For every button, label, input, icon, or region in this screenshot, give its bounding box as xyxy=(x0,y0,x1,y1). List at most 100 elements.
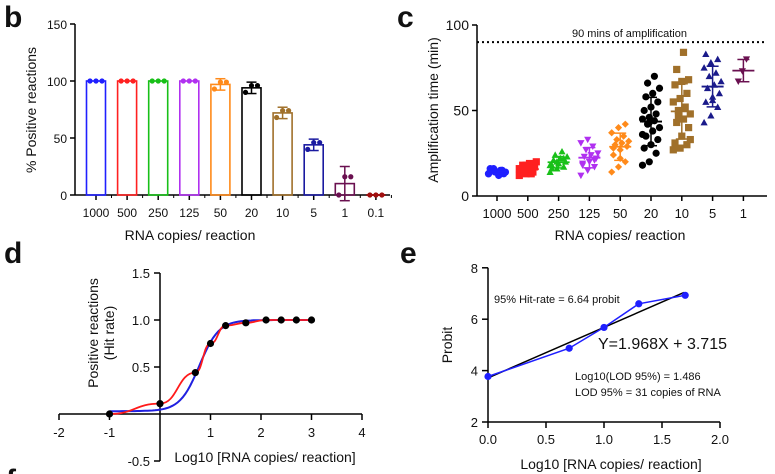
c-data-point xyxy=(613,135,621,144)
d-data-point xyxy=(156,400,164,408)
b-y-tick-label: 50 xyxy=(54,132,68,146)
c-data-point xyxy=(671,139,679,147)
c-data-point xyxy=(738,68,746,75)
c-data-point xyxy=(707,112,715,119)
b-data-point xyxy=(280,108,286,114)
c-x-label: RNA copies/ reaction xyxy=(555,227,686,243)
c-data-point xyxy=(608,168,616,176)
c-x-tick-label: 1000 xyxy=(483,206,512,221)
c-data-point xyxy=(589,143,597,151)
c-data-point xyxy=(520,168,528,176)
b-data-point xyxy=(180,78,186,84)
c-data-point xyxy=(546,168,554,175)
c-data-point xyxy=(582,146,590,154)
b-x-tick-label: 10 xyxy=(276,206,290,220)
b-data-point xyxy=(99,78,105,84)
b-y-tick-label: 100 xyxy=(47,75,67,89)
c-data-point xyxy=(650,72,659,80)
c-data-point xyxy=(683,141,691,149)
c-data-point xyxy=(654,98,662,106)
e-x-tick-label: 0.5 xyxy=(537,432,555,447)
d-data-point xyxy=(262,316,270,324)
c-data-point xyxy=(679,115,688,123)
b-bar xyxy=(241,87,262,196)
c-reference-label: 90 mins of amplification xyxy=(572,28,687,40)
d-y-label-1: Positive reactions xyxy=(85,278,101,388)
d-data-point xyxy=(277,316,285,324)
b-x-tick-label: 1 xyxy=(341,206,348,220)
c-data-point xyxy=(649,127,657,135)
c-y-tick-label: 50 xyxy=(453,103,469,119)
b-data-point xyxy=(93,78,99,84)
c-data-point xyxy=(685,124,693,132)
c-data-point xyxy=(618,139,626,147)
c-data-point xyxy=(652,110,660,118)
c-data-point xyxy=(685,76,693,84)
c-data-point xyxy=(669,98,677,106)
d-x-tick-label: 4 xyxy=(358,425,365,440)
b-x-tick-label: 5 xyxy=(310,206,317,220)
b-bar xyxy=(303,144,325,196)
c-data-point xyxy=(715,89,723,97)
c-data-point xyxy=(560,154,568,162)
b-bar xyxy=(147,80,169,196)
e-y-tick-label: 8 xyxy=(471,261,478,276)
b-data-point xyxy=(286,108,292,114)
b-data-point xyxy=(274,114,280,121)
d-x-tick-label: -1 xyxy=(104,425,116,440)
b-data-point xyxy=(305,146,311,152)
e-lod-annotation: LOD 95% = 31 copies of RNA xyxy=(575,387,721,399)
panel-letter-b: b xyxy=(4,1,22,34)
d-y-tick-label: -0.5 xyxy=(128,454,150,469)
b-bar xyxy=(85,80,107,196)
b-y-label: % Positive reactions xyxy=(23,47,39,173)
d-x-label: Log10 [RNA copies/ reaction] xyxy=(174,449,355,465)
b-bar xyxy=(272,112,293,196)
b-data-point xyxy=(242,89,249,95)
c-data-point xyxy=(673,65,681,74)
panel-letter-c: c xyxy=(397,1,414,34)
c-y-tick-label: 0 xyxy=(461,188,469,204)
c-data-point xyxy=(674,112,682,120)
e-x-label: Log10 [RNA copies/ reaction] xyxy=(520,456,701,472)
d-x-tick-label: 3 xyxy=(308,425,315,440)
c-data-point xyxy=(652,149,660,157)
c-data-point xyxy=(712,69,720,76)
c-data-point xyxy=(714,55,722,63)
b-data-point xyxy=(248,82,255,89)
c-x-tick-label: 250 xyxy=(548,206,570,221)
b-data-point xyxy=(130,78,136,84)
b-y-tick-label: 0 xyxy=(60,189,67,203)
b-data-point xyxy=(348,174,354,180)
b-bar xyxy=(210,83,231,196)
b-data-point xyxy=(124,78,130,84)
d-data-point xyxy=(307,316,316,324)
c-data-point xyxy=(577,140,585,147)
b-data-point xyxy=(149,78,155,84)
c-data-point xyxy=(676,144,684,152)
e-x-tick-label: 1.0 xyxy=(595,432,613,447)
b-data-point xyxy=(367,192,373,198)
e-data-point xyxy=(484,372,492,381)
b-data-point xyxy=(155,78,161,84)
c-data-point xyxy=(655,84,664,92)
c-data-point xyxy=(579,162,587,169)
c-y-label: Amplification time (min) xyxy=(425,37,441,182)
b-data-point xyxy=(311,139,317,146)
c-data-point xyxy=(620,132,628,140)
b-data-point xyxy=(336,192,342,198)
panel-c-scatter-chart: Amplification time (min) RNA copies/ rea… xyxy=(425,17,767,243)
panel-b-bar-chart: % Positive reactions RNA copies/ reactio… xyxy=(23,18,392,243)
e-x-tick-label: 0.0 xyxy=(479,432,497,447)
c-x-tick-label: 5 xyxy=(709,206,716,221)
c-data-point xyxy=(673,118,681,127)
b-x-tick-label: 50 xyxy=(214,206,228,220)
c-data-point xyxy=(638,161,647,169)
d-data-point xyxy=(191,369,199,377)
c-data-point xyxy=(678,77,686,86)
b-x-tick-label: 0.1 xyxy=(368,206,385,220)
b-x-tick-label: 20 xyxy=(245,206,259,220)
c-data-point xyxy=(644,79,652,87)
c-data-point xyxy=(640,106,648,115)
c-data-point xyxy=(614,124,623,132)
